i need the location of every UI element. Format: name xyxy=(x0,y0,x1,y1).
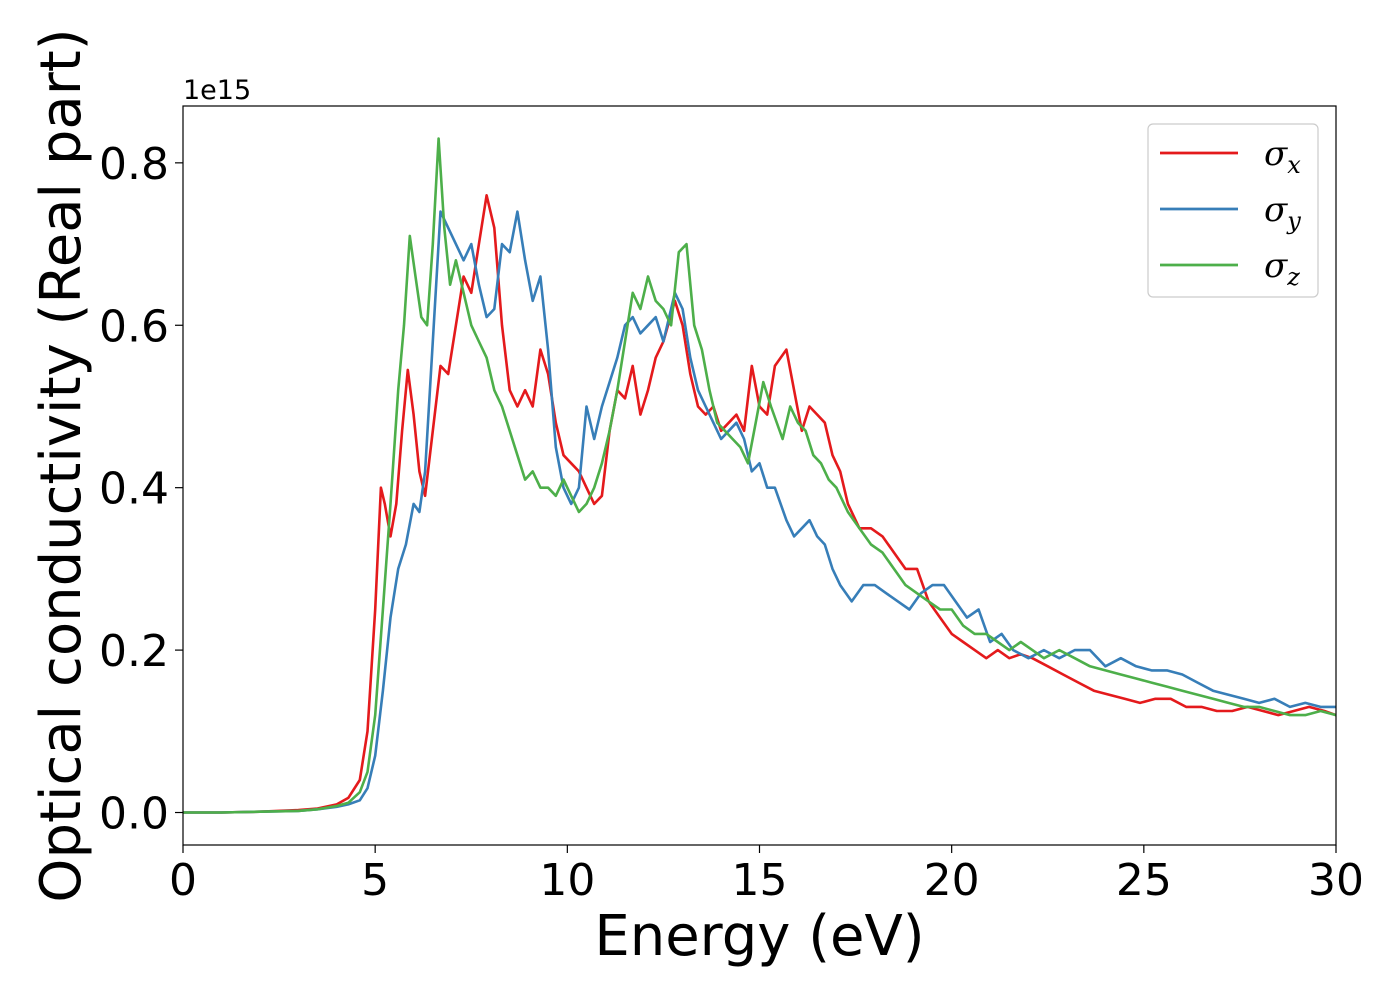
legend-item-z: σz xyxy=(1160,246,1300,291)
x-tick-label: 25 xyxy=(1116,855,1172,906)
x-tick-label: 10 xyxy=(539,855,595,906)
x-tick-label: 15 xyxy=(732,855,788,906)
x-axis: 0 5 10 15 20 25 30 xyxy=(169,845,1364,906)
legend-item-x: σx xyxy=(1160,134,1301,179)
y-tick-label: 0.0 xyxy=(99,789,169,840)
y-tick-label: 0.8 xyxy=(99,139,169,190)
y-offset-label: 1e15 xyxy=(183,75,251,106)
legend-label: σz xyxy=(1264,246,1300,291)
legend-item-y: σy xyxy=(1160,190,1301,235)
series-layer xyxy=(183,137,1336,814)
y-axis-label: Optical conductivity (Real part) xyxy=(29,28,94,902)
series-line-z xyxy=(183,137,1336,814)
x-tick-label: 30 xyxy=(1308,855,1364,906)
y-tick-label: 0.4 xyxy=(99,464,169,515)
y-tick-label: 0.2 xyxy=(99,626,169,677)
x-tick-label: 0 xyxy=(169,855,197,906)
series-line-y xyxy=(183,210,1336,814)
y-axis: 0.0 0.2 0.4 0.6 0.8 xyxy=(99,139,183,840)
x-tick-label: 20 xyxy=(924,855,980,906)
x-axis-label: Energy (eV) xyxy=(594,904,924,969)
y-tick-label: 0.6 xyxy=(99,301,169,352)
legend: σx σy σz xyxy=(1147,123,1319,298)
series-line-x xyxy=(183,194,1336,814)
legend-box xyxy=(1147,123,1319,298)
legend-label: σx xyxy=(1264,134,1301,179)
x-tick-label: 5 xyxy=(361,855,389,906)
legend-label: σy xyxy=(1264,190,1301,235)
